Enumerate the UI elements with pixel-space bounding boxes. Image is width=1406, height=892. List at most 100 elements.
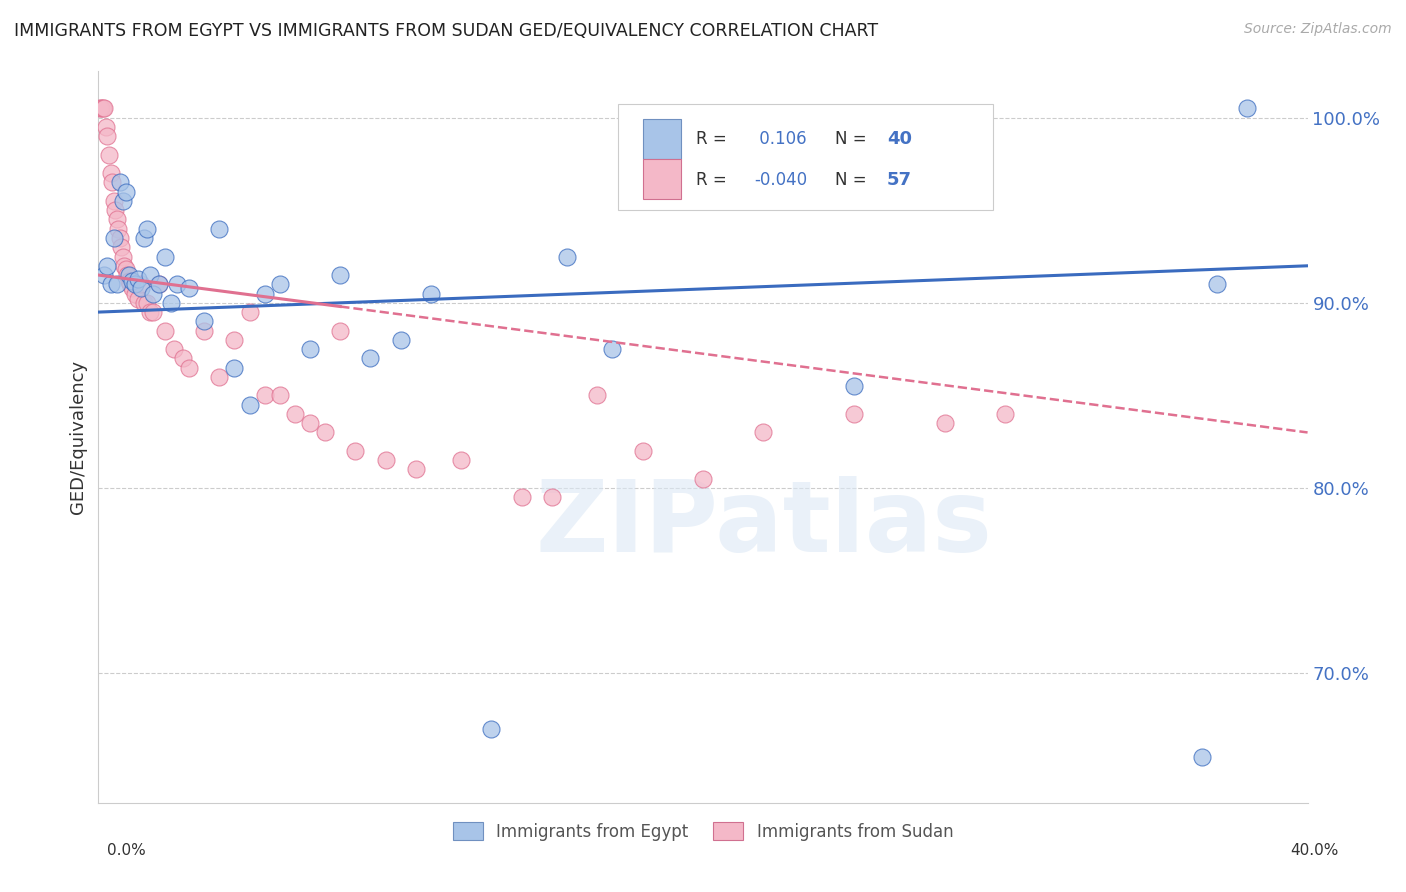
Text: Source: ZipAtlas.com: Source: ZipAtlas.com [1244, 22, 1392, 37]
Point [127, 272, 149, 286]
Point [329, 324, 352, 338]
Point [108, 231, 131, 245]
FancyBboxPatch shape [619, 104, 993, 211]
Point [94, 120, 117, 134]
Point [329, 268, 352, 282]
Point [450, 453, 472, 467]
Legend: Immigrants from Egypt, Immigrants from Sudan: Immigrants from Egypt, Immigrants from S… [444, 814, 962, 849]
Point [284, 407, 307, 421]
Point [481, 722, 503, 736]
Point [120, 277, 142, 292]
Point [104, 203, 127, 218]
Point [100, 277, 122, 292]
Bar [643, 119, 682, 159]
Point [193, 314, 215, 328]
Point [166, 277, 188, 292]
Point [127, 292, 149, 306]
Point [844, 407, 866, 421]
Point [124, 277, 146, 292]
Point [93, 102, 115, 116]
Point [105, 212, 128, 227]
Point [135, 221, 157, 235]
Text: 0.0%: 0.0% [107, 843, 146, 858]
Point [208, 370, 231, 384]
Point [90, 102, 112, 116]
Point [153, 324, 176, 338]
Point [93, 268, 115, 282]
Point [124, 286, 146, 301]
Point [107, 221, 129, 235]
Point [135, 295, 157, 310]
Point [121, 274, 143, 288]
Point [132, 231, 155, 245]
Point [98, 147, 121, 161]
Point [314, 425, 336, 440]
Text: ZIPatlas: ZIPatlas [536, 476, 991, 574]
Point [100, 166, 122, 180]
Point [118, 268, 141, 282]
Point [114, 185, 136, 199]
Point [163, 342, 186, 356]
Text: IMMIGRANTS FROM EGYPT VS IMMIGRANTS FROM SUDAN GED/EQUIVALENCY CORRELATION CHART: IMMIGRANTS FROM EGYPT VS IMMIGRANTS FROM… [14, 22, 879, 40]
Point [374, 453, 396, 467]
Text: N =: N = [835, 130, 872, 148]
Text: 0.106: 0.106 [754, 130, 807, 148]
Point [179, 281, 201, 295]
Point [420, 286, 443, 301]
Point [1236, 102, 1258, 116]
Point [148, 277, 170, 292]
Point [208, 221, 231, 235]
Bar [643, 159, 682, 200]
Point [103, 231, 125, 245]
Point [129, 277, 152, 292]
Text: 40.0%: 40.0% [1291, 843, 1339, 858]
Point [142, 305, 165, 319]
Point [108, 176, 131, 190]
Point [139, 305, 162, 319]
Point [160, 295, 183, 310]
Point [91, 102, 114, 116]
Point [239, 305, 262, 319]
Point [114, 262, 136, 277]
Point [269, 277, 291, 292]
Point [115, 268, 138, 282]
Point [510, 490, 533, 504]
Point [96, 259, 118, 273]
Text: 40: 40 [887, 130, 912, 148]
Point [994, 407, 1017, 421]
Point [344, 444, 367, 458]
Point [555, 250, 578, 264]
Point [153, 250, 176, 264]
Point [142, 286, 165, 301]
Text: R =: R = [696, 130, 731, 148]
Point [129, 281, 152, 295]
Point [586, 388, 609, 402]
Point [118, 274, 141, 288]
Point [121, 281, 143, 295]
Text: -0.040: -0.040 [754, 170, 807, 188]
Text: R =: R = [696, 170, 731, 188]
Point [360, 351, 382, 366]
Point [139, 268, 162, 282]
Point [752, 425, 775, 440]
Point [111, 250, 134, 264]
Point [105, 277, 128, 292]
Point [299, 342, 322, 356]
Point [269, 388, 291, 402]
Point [96, 129, 118, 144]
Point [253, 388, 276, 402]
Point [389, 333, 412, 347]
Point [132, 295, 155, 310]
Point [631, 444, 654, 458]
Point [405, 462, 427, 476]
Point [111, 194, 134, 208]
Point [224, 333, 246, 347]
Point [1206, 277, 1229, 292]
Point [934, 416, 956, 430]
Point [844, 379, 866, 393]
Text: 57: 57 [887, 170, 912, 188]
Point [602, 342, 624, 356]
Y-axis label: GED/Equivalency: GED/Equivalency [69, 360, 87, 514]
Point [101, 176, 124, 190]
Point [172, 351, 194, 366]
